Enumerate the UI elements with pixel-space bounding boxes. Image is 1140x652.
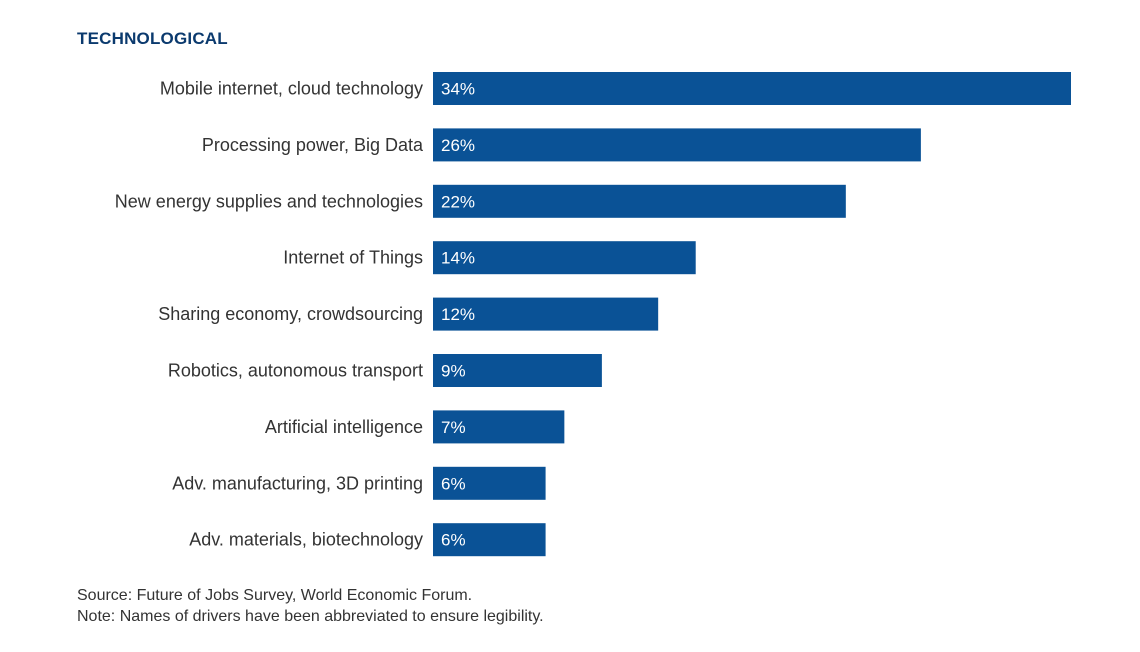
value-label: 7% bbox=[441, 418, 466, 437]
value-label: 26% bbox=[441, 136, 475, 155]
chart-title: TECHNOLOGICAL bbox=[77, 29, 228, 48]
value-label: 34% bbox=[441, 80, 475, 99]
bar-7 bbox=[433, 466, 546, 500]
category-label: Sharing economy, crowdsourcing bbox=[158, 304, 423, 324]
category-label: Adv. materials, biotechnology bbox=[189, 530, 423, 550]
bar-8 bbox=[433, 523, 546, 557]
source-note: Source: Future of Jobs Survey, World Eco… bbox=[77, 587, 473, 604]
value-label: 14% bbox=[441, 249, 475, 268]
chart-notes: Source: Future of Jobs Survey, World Eco… bbox=[77, 585, 544, 627]
category-label: Internet of Things bbox=[283, 248, 423, 268]
value-label: 22% bbox=[441, 192, 475, 211]
bar-6 bbox=[433, 410, 565, 444]
abbreviation-note: Note: Names of drivers have been abbrevi… bbox=[77, 608, 544, 625]
value-label: 9% bbox=[441, 362, 466, 381]
category-label: Processing power, Big Data bbox=[202, 135, 424, 155]
category-label: Mobile internet, cloud technology bbox=[160, 79, 423, 99]
category-label: Adv. manufacturing, 3D printing bbox=[172, 473, 423, 493]
bar-5 bbox=[433, 354, 602, 387]
value-label: 6% bbox=[441, 531, 466, 550]
bar-3 bbox=[433, 241, 696, 275]
value-label: 6% bbox=[441, 474, 466, 493]
bar-2 bbox=[433, 184, 846, 218]
bar-4 bbox=[433, 297, 659, 331]
bar-0 bbox=[433, 72, 1071, 105]
category-label: Robotics, autonomous transport bbox=[168, 361, 423, 381]
category-label: Artificial intelligence bbox=[265, 417, 423, 437]
bar-chart: Mobile internet, cloud technology 34% Proc… bbox=[115, 72, 1071, 557]
value-label: 12% bbox=[441, 305, 475, 324]
category-label: New energy supplies and technologies bbox=[115, 191, 423, 211]
bar-1 bbox=[433, 128, 921, 162]
